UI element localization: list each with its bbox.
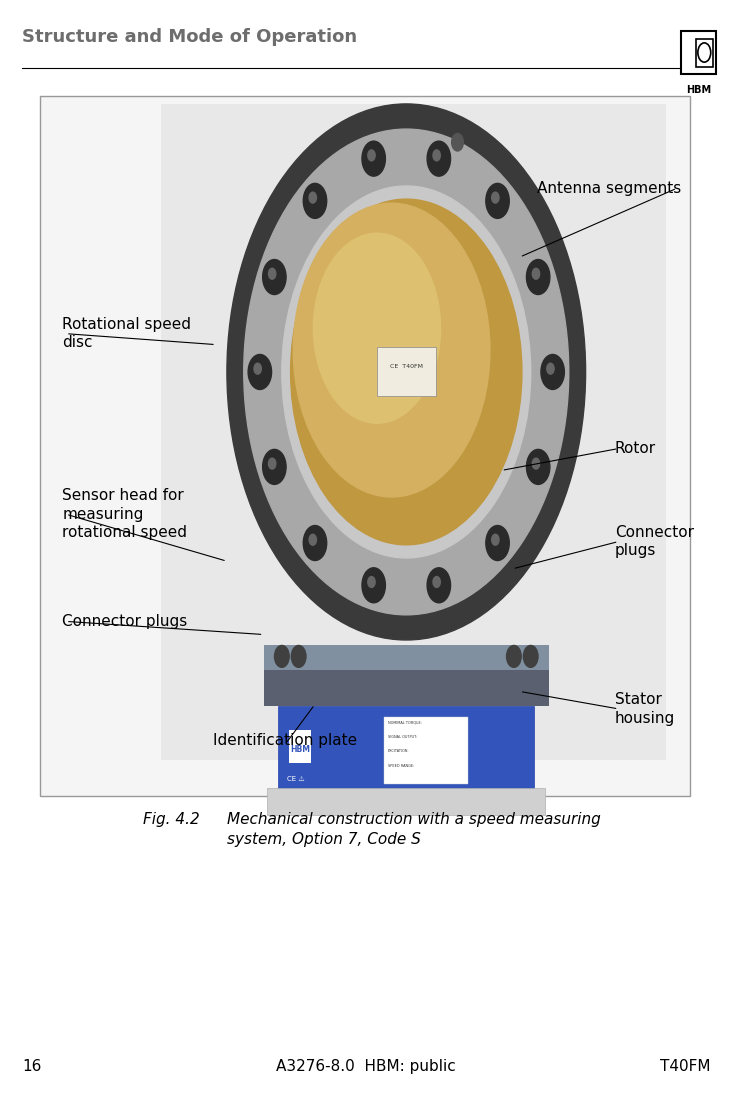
Text: HBM: HBM: [686, 85, 711, 95]
Circle shape: [313, 233, 441, 423]
Text: SIGNAL OUTPUT:: SIGNAL OUTPUT:: [388, 735, 417, 740]
Circle shape: [698, 43, 711, 62]
Text: SPEED RANGE:: SPEED RANGE:: [388, 764, 414, 768]
Text: Structure and Mode of Operation: Structure and Mode of Operation: [22, 28, 357, 46]
Circle shape: [244, 129, 569, 615]
Circle shape: [362, 141, 385, 176]
Circle shape: [547, 363, 554, 374]
Circle shape: [274, 645, 289, 667]
Circle shape: [526, 450, 550, 485]
Text: NOMIMAL TORQUE:: NOMIMAL TORQUE:: [388, 721, 422, 725]
Circle shape: [303, 184, 326, 219]
Circle shape: [433, 577, 441, 587]
Bar: [384, 717, 468, 784]
Circle shape: [294, 203, 490, 497]
Text: A3276-8.0  HBM: public: A3276-8.0 HBM: public: [276, 1059, 456, 1074]
Circle shape: [532, 268, 539, 279]
Circle shape: [486, 184, 509, 219]
Text: Rotational speed
disc: Rotational speed disc: [62, 317, 191, 350]
Circle shape: [427, 568, 451, 603]
Circle shape: [254, 363, 261, 374]
Circle shape: [492, 534, 499, 545]
Circle shape: [507, 645, 521, 667]
Circle shape: [541, 354, 564, 389]
Circle shape: [523, 645, 538, 667]
Circle shape: [367, 577, 375, 587]
Text: EXCITATION:: EXCITATION:: [388, 749, 409, 754]
Text: CE ⚠: CE ⚠: [287, 777, 305, 782]
Circle shape: [282, 186, 531, 558]
Text: T40FM: T40FM: [660, 1059, 710, 1074]
Circle shape: [362, 568, 385, 603]
Text: Identification plate: Identification plate: [214, 733, 357, 748]
Text: Mechanical construction with a speed measuring
system, Option 7, Code S: Mechanical construction with a speed mea…: [227, 812, 601, 847]
Circle shape: [303, 525, 326, 560]
Circle shape: [309, 534, 316, 545]
Text: Connector plugs: Connector plugs: [62, 614, 187, 629]
Bar: [278, 706, 534, 793]
Text: CE  T40FM: CE T40FM: [389, 364, 423, 369]
Circle shape: [227, 104, 586, 640]
Bar: [264, 645, 549, 706]
Circle shape: [526, 259, 550, 294]
Circle shape: [263, 450, 286, 485]
Bar: [681, 31, 716, 74]
Text: HBM: HBM: [290, 745, 310, 754]
Text: 16: 16: [22, 1059, 41, 1074]
Circle shape: [269, 268, 276, 279]
Text: Antenna segments: Antenna segments: [537, 181, 681, 196]
Text: Sensor head for
measuring
rotational speed: Sensor head for measuring rotational spe…: [62, 488, 187, 540]
Circle shape: [291, 645, 306, 667]
Text: T40FM: T40FM: [408, 734, 455, 747]
Circle shape: [248, 354, 272, 389]
Circle shape: [492, 193, 499, 203]
Circle shape: [486, 525, 509, 560]
Text: Connector
plugs: Connector plugs: [615, 525, 694, 558]
Circle shape: [532, 458, 539, 469]
Text: Fig. 4.2: Fig. 4.2: [143, 812, 200, 827]
Circle shape: [367, 150, 375, 161]
Circle shape: [291, 199, 522, 545]
Circle shape: [427, 141, 451, 176]
Circle shape: [433, 150, 441, 161]
Bar: [695, 38, 713, 67]
Bar: [289, 730, 311, 763]
Bar: [377, 347, 436, 396]
Bar: [267, 788, 545, 815]
Text: Rotor: Rotor: [615, 441, 656, 456]
Circle shape: [309, 193, 316, 203]
Bar: [264, 645, 549, 670]
Bar: [161, 104, 666, 760]
Bar: [40, 96, 690, 796]
Circle shape: [269, 458, 276, 469]
Circle shape: [452, 133, 463, 151]
Circle shape: [263, 259, 286, 294]
Text: Stator
housing: Stator housing: [615, 693, 675, 725]
